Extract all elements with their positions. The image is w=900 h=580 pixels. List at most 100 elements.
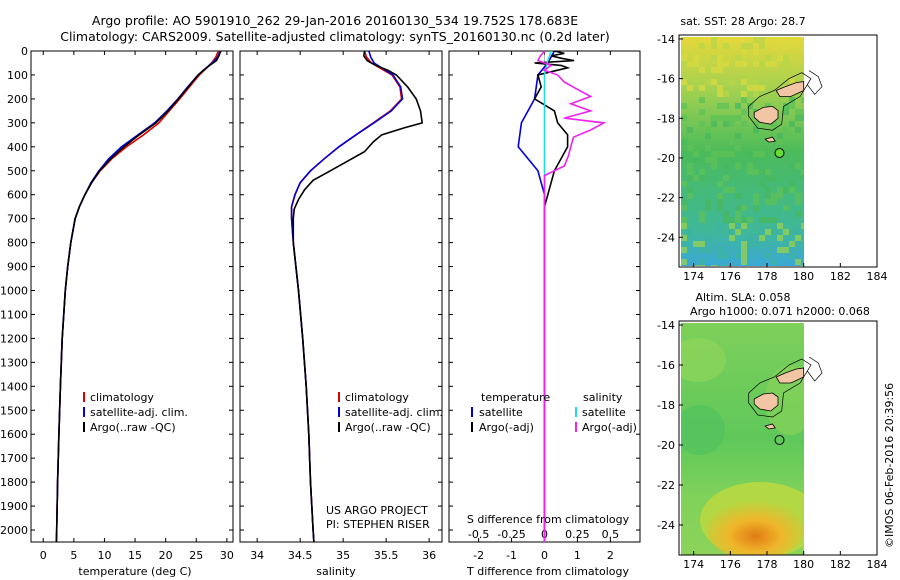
sst-cell [747,217,753,223]
sst-cell [699,211,705,217]
sst-cell [699,241,705,247]
sst-cell [771,37,777,43]
sst-cell [753,85,759,91]
sst-cell [699,85,705,91]
lon-tick-label: 174 [683,558,704,571]
sst-cell [777,85,783,91]
legend-label-climatology: climatology [90,391,154,404]
sst-map-axes: 174 176 178 180 182 184 -14 -16 -18 -20 -22 -24 [657,33,887,283]
depth-tick-label: 1100 [0,308,28,321]
sst-cell [693,37,699,43]
temperature-axis-label: temperature (deg C) [78,565,191,578]
sst-cell [795,229,801,235]
sst-cell [717,265,723,266]
reef-contour [807,356,823,382]
sst-cell [741,97,747,103]
sst-cell [681,79,687,85]
depth-tick-label: 0 [21,45,28,58]
sst-cell [729,223,735,229]
sst-cell [723,265,729,266]
sst-cell [681,217,687,223]
sst-cell [795,43,801,49]
sst-cell [741,121,747,127]
x-tick-label: 36 [422,549,436,562]
sst-cell [735,115,741,121]
diff-line-temperature-argo-adj [533,50,575,542]
sst-cell [681,115,687,121]
sst-cell [729,235,735,241]
sst-cell [771,229,777,235]
lon-tick-label: 184 [867,558,888,571]
sst-cell [759,229,765,235]
sst-cell [759,217,765,223]
sst-cell [759,133,765,139]
sst-cell [753,151,759,157]
sst-cell [711,121,717,127]
t-diff-tick-label: -1 [506,549,517,562]
sst-cell [789,253,795,259]
legend-label-temp-satellite: satellite [479,406,523,419]
island [775,81,805,97]
legend-swatch-argo [83,422,85,432]
t-diff-tick-label: -2 [473,549,484,562]
sst-cell [717,205,723,211]
sst-cell [693,151,699,157]
sst-cell [717,91,723,97]
sst-cell [753,79,759,85]
profile-line-climatology [55,50,220,543]
sst-cell [747,37,753,43]
argo-float-marker [774,148,785,158]
sst-cell [687,163,693,169]
legend-label-sal-satellite: satellite [582,406,626,419]
lat-tick-label: -24 [657,231,675,244]
x-tick-label: 5 [70,549,77,562]
sst-cell [681,241,687,247]
sst-cell [747,241,753,247]
sst-cell [801,133,804,139]
sst-cell [723,211,729,217]
sst-cell [759,37,765,43]
sst-cell [765,217,771,223]
depth-tick-label: 800 [7,237,28,250]
legend-label-climatology: climatology [345,391,409,404]
lat-tick-label: -20 [657,439,675,452]
x-tick-label: 0 [40,549,47,562]
sst-cell [771,121,777,127]
sst-cell [783,247,789,253]
figure-title-line2: Climatology: CARS2009. Satellite-adjuste… [60,29,610,44]
island [764,136,776,143]
sst-cell [687,193,693,199]
depth-tick-label: 2000 [0,524,28,537]
lon-tick-label: 184 [867,270,888,283]
difference-panel: -2 -1 0 1 2-0.5 -0.25 0 0.25 0.5 [468,50,619,562]
sst-cell [765,229,771,235]
x-tick-label: 30 [220,549,234,562]
sst-cell [783,229,789,235]
sst-cell [765,55,771,61]
depth-tick-label: 1700 [0,452,28,465]
sst-cell [759,85,765,91]
sst-cell [705,133,711,139]
fiji-islands [748,70,823,143]
sst-cell [699,67,705,73]
sst-cell [711,55,717,61]
sst-cell [729,187,735,193]
s-diff-tick-label: -0.5 [468,528,489,541]
sst-cells [681,37,804,266]
sst-cell [753,121,759,127]
legend-swatch-satellite-adj [83,407,85,417]
sst-cell [753,169,759,175]
sst-cell [687,127,693,133]
sst-cell [741,223,747,229]
sst-cell [789,187,795,193]
sst-cell [735,217,741,223]
sla-map: Altim. SLA: 0.058 Argo h1000: 0.071 h200… [657,291,887,571]
island [753,392,779,412]
reef-contour [748,358,812,418]
sst-cell [741,109,747,115]
sst-cell [777,55,783,61]
sst-cell [693,133,699,139]
sst-cell [741,259,747,265]
sst-cell [687,229,693,235]
